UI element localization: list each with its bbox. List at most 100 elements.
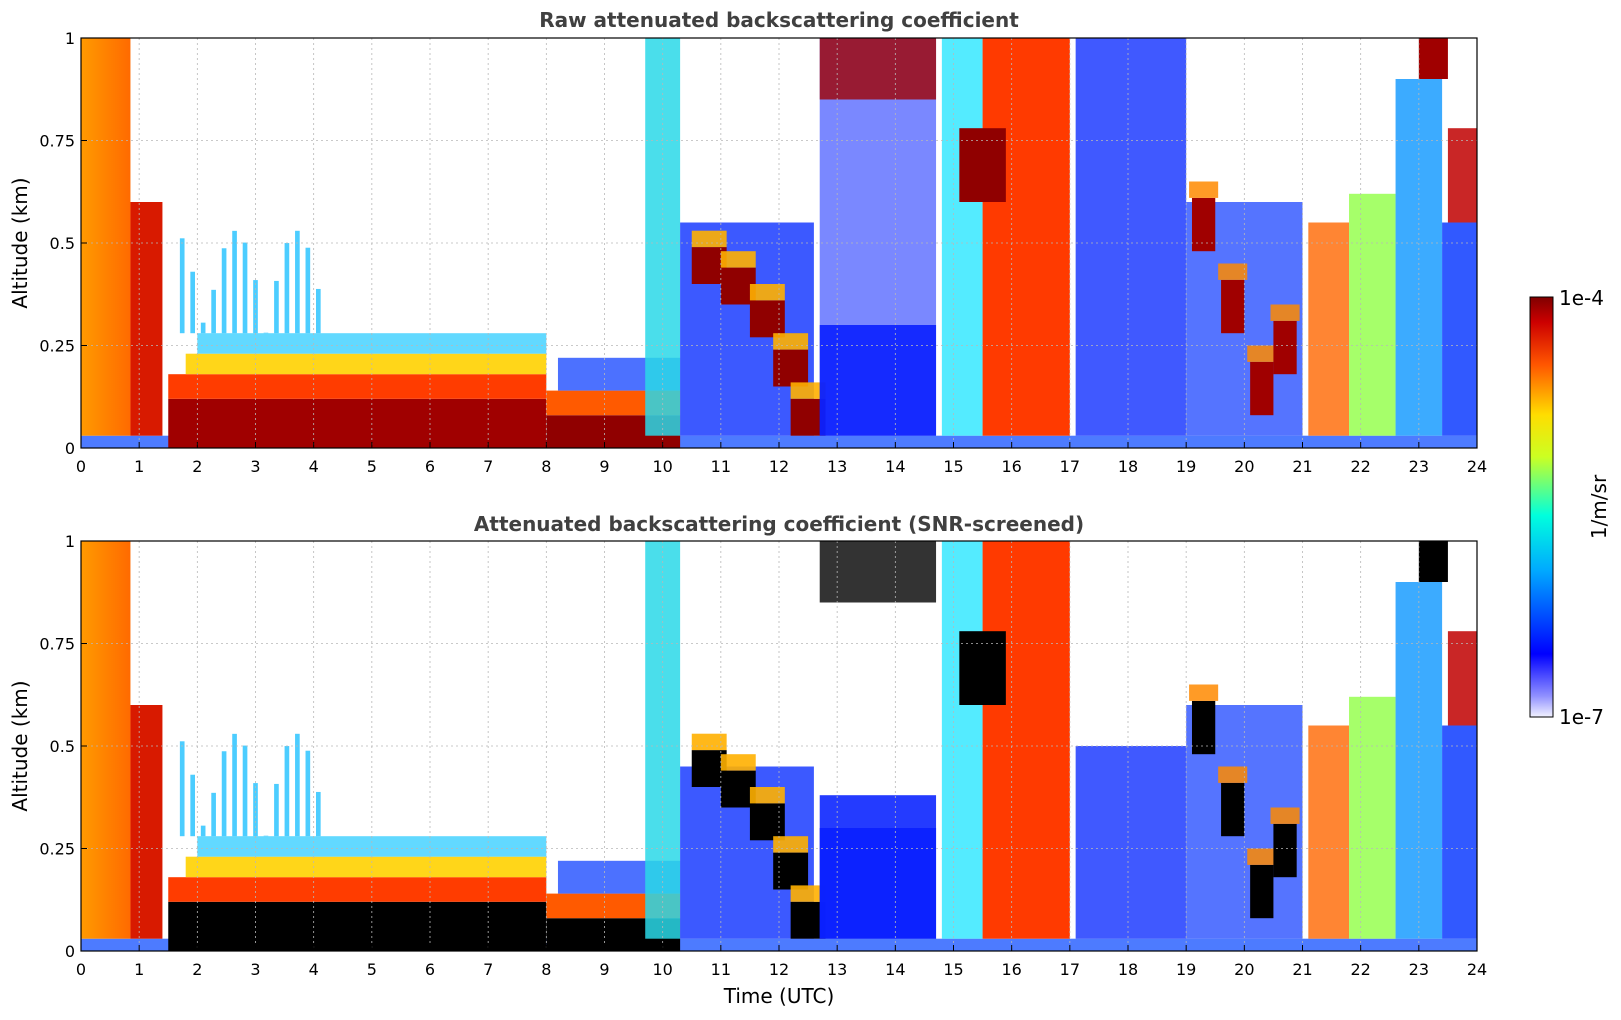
backscatter-region: [819, 325, 937, 436]
backscatter-region: [1447, 631, 1477, 726]
x-tick-label: 6: [425, 457, 435, 476]
x-tick-label: 8: [541, 960, 551, 979]
backscatter-region: [691, 230, 727, 248]
backscatter-region: [315, 791, 321, 837]
backscatter-region: [1418, 38, 1448, 79]
backscatter-region: [130, 202, 163, 436]
panel1-heatmap-field: [81, 38, 1477, 448]
backscatter-region: [1395, 79, 1443, 436]
x-tick-label: 20: [1234, 457, 1254, 476]
backscatter-region: [773, 349, 809, 387]
backscatter-region: [200, 322, 206, 334]
x-tick-label: 21: [1292, 960, 1312, 979]
backscatter-region: [1075, 746, 1187, 939]
backscatter-region: [819, 38, 937, 100]
backscatter-region: [1273, 320, 1297, 375]
backscatter-region: [1418, 541, 1448, 582]
x-tick-label: 19: [1176, 960, 1196, 979]
x-tick-label: 13: [827, 960, 847, 979]
colorbar-gradient: [1529, 296, 1554, 718]
colorbar-units-label: 1/m/sr: [1587, 474, 1611, 539]
x-tick-label: 15: [943, 960, 963, 979]
x-tick-label: 1: [134, 457, 144, 476]
x-tick-label: 19: [1176, 457, 1196, 476]
x-tick-label: 18: [1118, 457, 1138, 476]
x-tick-label: 20: [1234, 960, 1254, 979]
backscatter-region: [81, 38, 131, 436]
x-tick-label: 2: [192, 457, 202, 476]
y-tick-label: 1: [65, 532, 75, 551]
x-tick-label: 13: [827, 457, 847, 476]
y-tick-label: 1: [65, 29, 75, 48]
backscatter-region: [295, 733, 300, 837]
x-axis-label: Time (UTC): [723, 984, 835, 1008]
backscatter-region: [200, 825, 206, 837]
backscatter-region: [1250, 361, 1274, 416]
backscatter-region: [1395, 582, 1443, 939]
x-tick-label: 23: [1409, 960, 1429, 979]
backscatter-region: [959, 128, 1006, 202]
x-tick-label: 16: [1001, 457, 1021, 476]
panel2-x-axis: 0 1 2 3 4 5 6 7 8 9 10 11 12 13 14 15 16 17 18 19 20 21 22 23 24: [76, 945, 1487, 979]
backscatter-region: [749, 284, 785, 301]
backscatter-region: [790, 382, 826, 399]
backscatter-region: [1218, 263, 1248, 280]
panel2-grid: [81, 541, 1477, 951]
backscatter-region: [179, 238, 185, 334]
panel2-title: Attenuated backscattering coefficient (S…: [474, 512, 1084, 536]
backscatter-region: [819, 541, 937, 603]
backscatter-region: [168, 374, 547, 399]
backscatter-region: [720, 251, 756, 268]
panel1-y-label: Altitude (km): [8, 177, 32, 308]
backscatter-region: [315, 288, 321, 334]
backscatter-region: [179, 741, 185, 837]
y-tick-label: 0.25: [39, 840, 75, 859]
backscatter-region: [305, 247, 311, 334]
backscatter-region: [1247, 345, 1277, 362]
x-tick-label: 10: [652, 960, 672, 979]
backscatter-region: [1075, 38, 1187, 436]
panel1-y-axis: 0 0.25 0.5 0.75 1: [39, 29, 87, 458]
backscatter-region: [242, 745, 248, 837]
backscatter-region: [819, 828, 937, 939]
y-tick-label: 0.75: [39, 132, 75, 151]
backscatter-region: [305, 750, 311, 837]
backscatter-region: [1442, 725, 1477, 939]
backscatter-region: [274, 280, 279, 334]
x-tick-label: 2: [192, 960, 202, 979]
y-tick-label: 0.5: [50, 234, 75, 253]
x-tick-label: 3: [250, 960, 260, 979]
x-tick-label: 23: [1409, 457, 1429, 476]
panel2-y-axis: 0 0.25 0.5 0.75 1: [39, 532, 87, 961]
backscatter-region: [982, 38, 1070, 436]
backscatter-region: [749, 300, 785, 338]
backscatter-region: [1349, 193, 1396, 436]
backscatter-region: [645, 38, 681, 436]
backscatter-region: [168, 901, 547, 951]
x-tick-label: 9: [599, 960, 609, 979]
backscatter-region: [982, 541, 1070, 939]
x-tick-label: 4: [309, 457, 319, 476]
backscatter-region: [1221, 279, 1245, 334]
backscatter-region: [1189, 181, 1219, 198]
backscatter-region: [1273, 823, 1297, 878]
backscatter-region: [691, 733, 727, 751]
backscatter-region: [1189, 684, 1219, 701]
backscatter-region: [1247, 848, 1277, 865]
panel1-x-axis: 0 1 2 3 4 5 6 7 8 9 10 11 12 13 14 15 16 17 18 19 20 21 22 23 24: [76, 442, 1487, 476]
panel1-title: Raw attenuated backscattering coefficien…: [539, 8, 1019, 32]
y-tick-label: 0.75: [39, 635, 75, 654]
backscatter-region: [941, 541, 983, 939]
backscatter-region: [232, 230, 237, 334]
x-tick-label: 14: [885, 457, 905, 476]
backscatter-region: [274, 783, 279, 837]
backscatter-region: [168, 877, 547, 902]
x-tick-label: 12: [769, 457, 789, 476]
backscatter-region: [1191, 700, 1216, 755]
backscatter-region: [81, 541, 131, 939]
backscatter-region: [1308, 222, 1350, 436]
backscatter-region: [1349, 696, 1396, 939]
backscatter-region: [1191, 197, 1216, 252]
x-tick-label: 16: [1001, 960, 1021, 979]
